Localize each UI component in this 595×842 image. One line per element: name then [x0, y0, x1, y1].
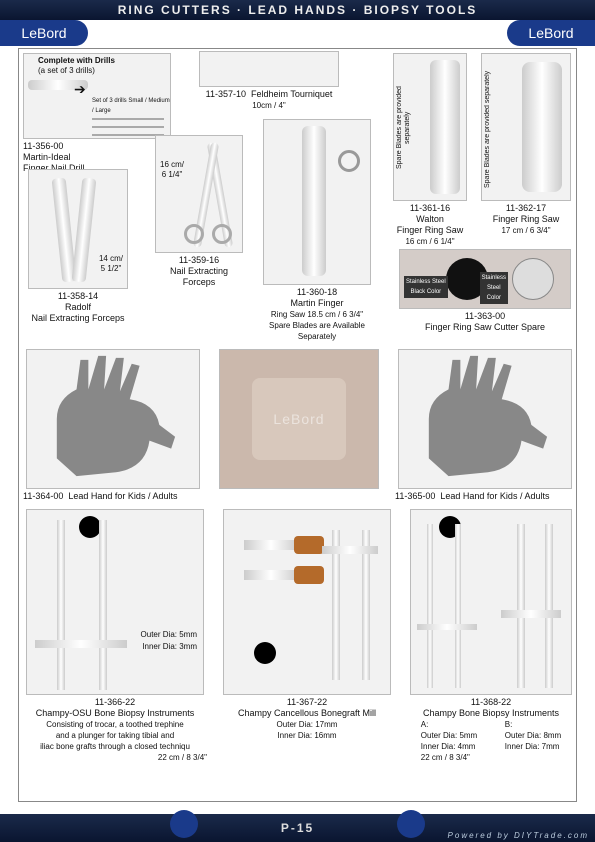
brand-right-tab: LeBord [507, 20, 595, 46]
c368-a-lbl: A: [421, 719, 477, 730]
lead364-code: 11-364-00 [23, 491, 63, 501]
item-lead364: 11-364-00 Lead Hand for Kids / Adults [23, 349, 203, 502]
c368-b-lbl: B: [505, 719, 561, 730]
brand-left-tab: LeBord [0, 20, 88, 46]
drill-note-title: Complete with Drills [38, 56, 115, 66]
c366-dim: 22 cm / 8 3/4" [23, 752, 207, 763]
c367-outer: Outer Dia: 17mm [219, 719, 395, 730]
item-fingersaw362: Spare Blades are provided separately 11-… [479, 53, 573, 236]
c368-a-inner: Inner Dia: 4mm [421, 741, 477, 752]
credit: Powered by DIYTrade.com [448, 831, 589, 840]
fs362-spare: Spare Blades are provided separately [484, 64, 492, 194]
item-walton: Spare Blades are provided separately 11-… [389, 53, 471, 247]
lead364-name: Lead Hand for Kids / Adults [68, 491, 177, 501]
c366-outer: Outer Dia: 5mm [141, 630, 197, 640]
watermark: LeBord [273, 414, 324, 424]
fs362-name: Finger Ring Saw [479, 214, 573, 225]
c366-inner: Inner Dia: 3mm [142, 642, 197, 652]
c366-code: 11-366-22 [23, 697, 207, 708]
c368-name: Champy Bone Biopsy Instruments [407, 708, 575, 719]
item-champy367: 11-367-22 Champy Cancellous Bonegraft Mi… [219, 509, 395, 741]
c367-inner: Inner Dia: 16mm [219, 730, 395, 741]
drill-note-sub: (a set of 3 drills) [38, 66, 95, 76]
lead365-code: 11-365-00 [395, 491, 435, 501]
radolf-dim: 14 cm/ 5 1/2" [99, 254, 123, 274]
feldheim-code: 11-357-10 [206, 89, 246, 99]
c368-b-outer: Outer Dia: 8mm [505, 730, 561, 741]
c368-a-outer: Outer Dia: 5mm [421, 730, 477, 741]
spare-lbl1: Stainless Steel Black Color [404, 276, 448, 298]
walton-name: Walton Finger Ring Saw [389, 214, 471, 236]
item-feldheim: 11-357-10 Feldheim Tourniquet 10cm / 4" [189, 51, 349, 111]
item-cutterspare: Stainless Steel Black Color Stainless St… [397, 249, 573, 333]
walton-code: 11-361-16 [389, 203, 471, 214]
walton-spare: Spare Blades are provided separately [396, 78, 412, 178]
martin-code: 11-360-18 [255, 287, 379, 298]
feldheim-name: Feldheim Tourniquet [251, 89, 332, 99]
fs362-dim: 17 cm / 6 3/4" [479, 225, 573, 236]
c368-a-dim: 22 cm / 8 3/4" [421, 752, 477, 763]
c367-name: Champy Cancellous Bonegraft Mill [219, 708, 395, 719]
radolf-name: Radolf Nail Extracting Forceps [23, 302, 133, 324]
f359-dim: 16 cm/ 6 1/4" [160, 160, 184, 180]
fs362-code: 11-362-17 [479, 203, 573, 214]
f359-name: Nail Extracting Forceps [149, 266, 249, 288]
spare-code: 11-363-00 [397, 311, 573, 322]
page-header: RING CUTTERS · LEAD HANDS · BIOPSY TOOLS [0, 0, 595, 20]
radolf-code: 11-358-14 [23, 291, 133, 302]
item-champy368: 11-368-22 Champy Bone Biopsy Instruments… [407, 509, 575, 763]
brand-row: LeBord LeBord [0, 20, 595, 48]
c366-name: Champy-OSU Bone Biopsy Instruments [23, 708, 207, 719]
page-footer: P-15 Powered by DIYTrade.com [0, 814, 595, 842]
lead365-name: Lead Hand for Kids / Adults [440, 491, 549, 501]
item-forceps359: 16 cm/ 6 1/4" 11-359-16 Nail Extracting … [149, 135, 249, 288]
item-lead365: 11-365-00 Lead Hand for Kids / Adults [395, 349, 575, 502]
walton-dim: 16 cm / 6 1/4" [389, 236, 471, 247]
martin-name: Martin Finger [255, 298, 379, 309]
item-radolf: 14 cm/ 5 1/2" 11-358-14 Radolf Nail Extr… [23, 169, 133, 324]
spare-name: Finger Ring Saw Cutter Spare [397, 322, 573, 333]
c367-code: 11-367-22 [219, 697, 395, 708]
drill-set-note: Set of 3 drills Small / Medium / Large [92, 96, 170, 116]
feldheim-dim: 10cm / 4" [189, 100, 349, 111]
spare-lbl2: Stainless Steel Color [480, 272, 508, 304]
c368-code: 11-368-22 [407, 697, 575, 708]
f359-code: 11-359-16 [149, 255, 249, 266]
item-martin: 11-360-18 Martin Finger Ring Saw 18.5 cm… [255, 119, 379, 342]
martin-desc: Ring Saw 18.5 cm / 6 3/4" Spare Blades a… [255, 309, 379, 342]
c366-desc: Consisting of trocar, a toothed trephine… [23, 719, 207, 752]
item-champy366: Outer Dia: 5mm Inner Dia: 3mm 11-366-22 … [23, 509, 207, 763]
item-center-photo: LeBord [217, 349, 381, 491]
c368-b-inner: Inner Dia: 7mm [505, 741, 561, 752]
catalog-frame: Complete with Drills (a set of 3 drills)… [18, 48, 577, 802]
